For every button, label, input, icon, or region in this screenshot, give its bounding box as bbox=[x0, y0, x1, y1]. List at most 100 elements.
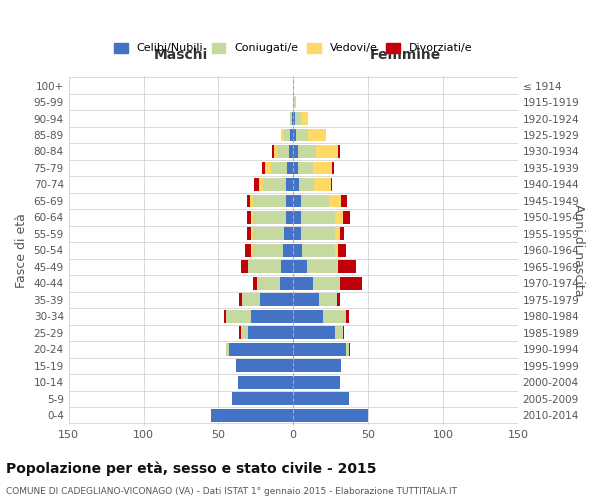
Bar bbox=[293, 228, 301, 240]
Y-axis label: Anni di nascita: Anni di nascita bbox=[572, 204, 585, 296]
Bar bbox=[293, 194, 301, 207]
Bar bbox=[301, 194, 329, 207]
Bar bbox=[346, 343, 349, 355]
Bar bbox=[293, 162, 298, 174]
Bar bbox=[298, 162, 313, 174]
Legend: Celibi/Nubili, Coniugati/e, Vedovi/e, Divorziati/e: Celibi/Nubili, Coniugati/e, Vedovi/e, Di… bbox=[111, 40, 475, 56]
Bar bbox=[290, 112, 292, 125]
Bar bbox=[337, 294, 340, 306]
Bar bbox=[293, 294, 319, 306]
Bar bbox=[292, 112, 293, 125]
Bar bbox=[238, 376, 293, 388]
Bar bbox=[287, 162, 293, 174]
Bar bbox=[293, 392, 349, 405]
Bar bbox=[293, 211, 301, 224]
Bar bbox=[337, 260, 338, 274]
Bar bbox=[298, 145, 316, 158]
Text: Maschi: Maschi bbox=[154, 48, 208, 62]
Bar bbox=[293, 178, 299, 191]
Bar bbox=[284, 128, 290, 141]
Bar bbox=[281, 260, 293, 274]
Bar bbox=[293, 112, 295, 125]
Bar bbox=[289, 145, 293, 158]
Bar bbox=[253, 194, 286, 207]
Bar bbox=[340, 277, 362, 290]
Bar bbox=[286, 178, 293, 191]
Bar bbox=[293, 128, 296, 141]
Text: Femmine: Femmine bbox=[370, 48, 441, 62]
Bar bbox=[253, 211, 286, 224]
Bar bbox=[265, 162, 271, 174]
Bar bbox=[229, 343, 293, 355]
Bar bbox=[251, 310, 293, 323]
Bar bbox=[290, 128, 293, 141]
Bar bbox=[299, 178, 314, 191]
Bar bbox=[248, 260, 281, 274]
Bar bbox=[274, 145, 277, 158]
Bar bbox=[248, 326, 293, 339]
Bar bbox=[293, 360, 341, 372]
Bar bbox=[232, 392, 293, 405]
Bar bbox=[319, 294, 337, 306]
Bar bbox=[343, 211, 350, 224]
Bar bbox=[293, 260, 307, 274]
Bar bbox=[313, 162, 332, 174]
Bar bbox=[338, 244, 346, 257]
Bar bbox=[251, 244, 253, 257]
Bar bbox=[331, 178, 332, 191]
Bar bbox=[257, 277, 280, 290]
Bar bbox=[301, 228, 335, 240]
Bar bbox=[293, 145, 298, 158]
Bar bbox=[316, 145, 338, 158]
Bar bbox=[296, 128, 308, 141]
Bar bbox=[241, 260, 248, 274]
Bar bbox=[211, 409, 293, 422]
Bar bbox=[263, 178, 286, 191]
Bar bbox=[250, 194, 253, 207]
Bar bbox=[293, 409, 368, 422]
Bar bbox=[340, 228, 344, 240]
Bar bbox=[260, 294, 293, 306]
Bar bbox=[293, 244, 302, 257]
Bar bbox=[284, 228, 293, 240]
Bar bbox=[293, 277, 313, 290]
Bar bbox=[239, 326, 241, 339]
Bar bbox=[323, 310, 346, 323]
Bar bbox=[286, 211, 293, 224]
Y-axis label: Fasce di età: Fasce di età bbox=[15, 213, 28, 288]
Bar bbox=[346, 310, 349, 323]
Bar bbox=[226, 343, 229, 355]
Bar bbox=[293, 96, 295, 108]
Bar bbox=[251, 228, 253, 240]
Bar bbox=[226, 310, 251, 323]
Bar bbox=[341, 194, 347, 207]
Bar bbox=[253, 228, 284, 240]
Bar bbox=[239, 294, 242, 306]
Bar bbox=[259, 178, 263, 191]
Bar bbox=[280, 277, 293, 290]
Bar bbox=[262, 162, 265, 174]
Bar bbox=[242, 294, 260, 306]
Bar bbox=[277, 145, 289, 158]
Bar bbox=[293, 310, 323, 323]
Bar bbox=[314, 178, 331, 191]
Bar bbox=[254, 178, 259, 191]
Bar bbox=[338, 260, 356, 274]
Bar bbox=[335, 228, 340, 240]
Bar bbox=[301, 211, 335, 224]
Text: COMUNE DI CADEGLIANO-VICONAGO (VA) - Dati ISTAT 1° gennaio 2015 - Elaborazione T: COMUNE DI CADEGLIANO-VICONAGO (VA) - Dat… bbox=[6, 487, 457, 496]
Bar bbox=[293, 343, 346, 355]
Bar bbox=[283, 244, 293, 257]
Bar bbox=[247, 228, 251, 240]
Bar bbox=[247, 211, 251, 224]
Bar bbox=[332, 162, 334, 174]
Bar bbox=[251, 211, 253, 224]
Bar bbox=[335, 326, 343, 339]
Bar bbox=[338, 145, 340, 158]
Bar bbox=[224, 310, 226, 323]
Bar bbox=[343, 326, 344, 339]
Bar bbox=[313, 277, 340, 290]
Bar bbox=[272, 145, 274, 158]
Bar bbox=[245, 244, 251, 257]
Bar bbox=[349, 343, 350, 355]
